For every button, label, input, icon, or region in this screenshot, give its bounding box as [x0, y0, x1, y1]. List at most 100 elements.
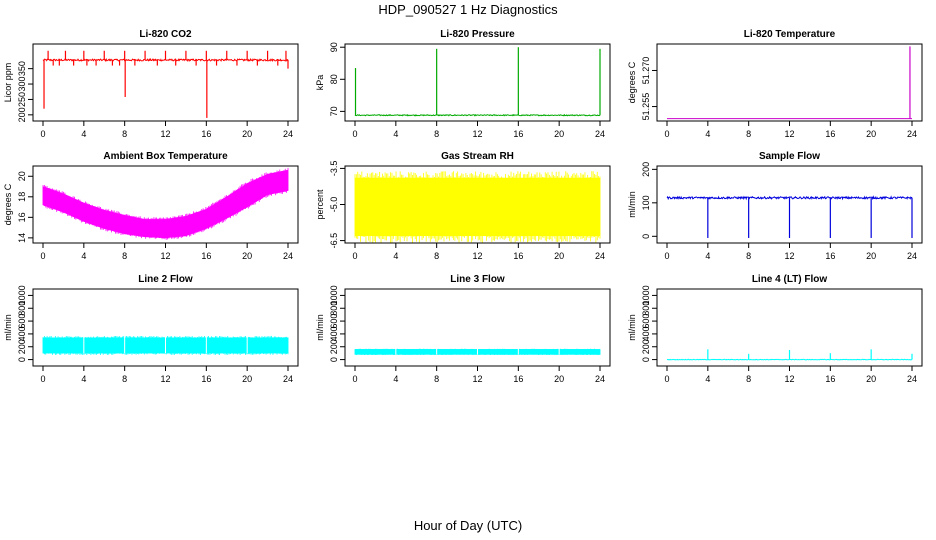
y-tick-label: 200: [17, 107, 27, 122]
y-tick-label: 0: [641, 234, 651, 239]
panel-title: Li-820 Pressure: [440, 29, 515, 40]
x-tick-label: 4: [705, 251, 710, 261]
x-tick-label: 12: [472, 251, 482, 261]
y-tick-label: 0: [641, 357, 651, 362]
x-tick-label: 8: [122, 374, 127, 384]
series-7: [354, 346, 601, 356]
y-tick-label: 16: [17, 212, 27, 222]
figure-title: HDP_090527 1 Hz Diagnostics: [378, 2, 558, 17]
x-tick-label: 20: [242, 251, 252, 261]
x-tick-label: 0: [664, 129, 669, 139]
series-8: [666, 349, 913, 361]
x-tick-label: 12: [472, 374, 482, 384]
x-tick-label: 0: [352, 374, 357, 384]
x-tick-label: 12: [160, 129, 170, 139]
x-tick-label: 8: [746, 129, 751, 139]
panel-4: Gas Stream RH 0 4 8 12 16 20 24 -6.5 -5.0 -3.5 perc…: [315, 151, 611, 261]
x-tick-label: 24: [595, 374, 605, 384]
y-tick-label: 20: [17, 171, 27, 181]
y-axis-label: degrees C: [3, 183, 13, 225]
x-tick-label: 24: [907, 374, 917, 384]
x-tick-label: 24: [283, 129, 293, 139]
x-tick-label: 20: [242, 129, 252, 139]
x-tick-label: 16: [201, 251, 211, 261]
x-tick-label: 16: [513, 374, 523, 384]
x-tick-label: 24: [595, 251, 605, 261]
panel-title: Ambient Box Temperature: [103, 151, 228, 162]
x-tick-label: 8: [746, 374, 751, 384]
x-tick-label: 20: [866, 374, 876, 384]
panel-8: Line 4 (LT) Flow 0 4 8 12 16 20 24 0 200400600800…: [627, 274, 923, 384]
x-tick-label: 20: [554, 374, 564, 384]
y-tick-label: 600: [17, 314, 27, 329]
x-tick-label: 16: [825, 374, 835, 384]
y-tick-label: 90: [329, 42, 339, 52]
y-tick-label: 51.255: [641, 93, 651, 121]
y-tick-label: 350: [17, 61, 27, 76]
x-tick-label: 0: [352, 129, 357, 139]
panel-title: Sample Flow: [759, 151, 820, 162]
y-axis-label: ml/min: [3, 314, 13, 341]
x-tick-label: 16: [825, 251, 835, 261]
y-axis-label: Licor ppm: [3, 63, 13, 103]
panel-5: Sample Flow 0 4 8 12 16 20 24 0 100 200 ml/min: [627, 151, 923, 261]
x-tick-label: 20: [866, 251, 876, 261]
series-3: [42, 167, 289, 240]
x-tick-label: 24: [907, 251, 917, 261]
x-tick-label: 8: [434, 374, 439, 384]
x-tick-label: 20: [554, 251, 564, 261]
y-tick-label: 400: [329, 326, 339, 341]
panel-title: Gas Stream RH: [441, 151, 514, 162]
x-tick-label: 24: [283, 251, 293, 261]
panel-title: Line 3 Flow: [450, 274, 505, 285]
x-tick-label: 20: [866, 129, 876, 139]
y-tick-label: 800: [641, 301, 651, 316]
plot-frame: [32, 288, 299, 367]
x-tick-label: 4: [81, 129, 86, 139]
x-tick-label: 4: [705, 129, 710, 139]
x-tick-label: 16: [201, 129, 211, 139]
x-tick-label: 8: [434, 129, 439, 139]
y-axis-label: ml/min: [627, 191, 637, 218]
y-tick-label: 200: [641, 162, 651, 177]
plot-frame: [656, 43, 923, 122]
y-tick-label: 18: [17, 192, 27, 202]
x-tick-label: 24: [907, 129, 917, 139]
panel-1: Li-820 Pressure 0 4 8 12 16 20 24 70 80 90 kPa: [315, 29, 611, 139]
series-5: [666, 195, 913, 238]
y-tick-label: 200: [641, 339, 651, 354]
x-tick-label: 16: [513, 251, 523, 261]
x-tick-label: 8: [746, 251, 751, 261]
x-tick-label: 12: [784, 129, 794, 139]
y-tick-label: -6.5: [329, 233, 339, 249]
series-2: [667, 46, 912, 120]
y-tick-label: 200: [17, 339, 27, 354]
series-line: [354, 113, 601, 117]
x-tick-label: 8: [122, 251, 127, 261]
series-0: [42, 50, 289, 118]
panel-title: Line 2 Flow: [138, 274, 193, 285]
y-tick-label: 0: [329, 357, 339, 362]
y-axis-label: degrees C: [627, 61, 637, 103]
x-tick-label: 24: [595, 129, 605, 139]
x-axis-label: Hour of Day (UTC): [413, 518, 523, 533]
x-tick-label: 0: [40, 374, 45, 384]
y-tick-label: 300: [17, 77, 27, 92]
x-tick-label: 4: [393, 251, 398, 261]
y-tick-label: 200: [329, 339, 339, 354]
x-tick-label: 4: [705, 374, 710, 384]
y-tick-label: 51.270: [641, 57, 651, 85]
y-tick-label: 14: [17, 233, 27, 243]
y-axis-label: percent: [315, 189, 325, 220]
series-1: [354, 47, 601, 117]
x-tick-label: 8: [122, 129, 127, 139]
x-tick-label: 4: [393, 374, 398, 384]
x-tick-label: 0: [664, 374, 669, 384]
x-tick-label: 12: [784, 374, 794, 384]
x-tick-label: 4: [81, 374, 86, 384]
y-tick-label: 100: [641, 195, 651, 210]
